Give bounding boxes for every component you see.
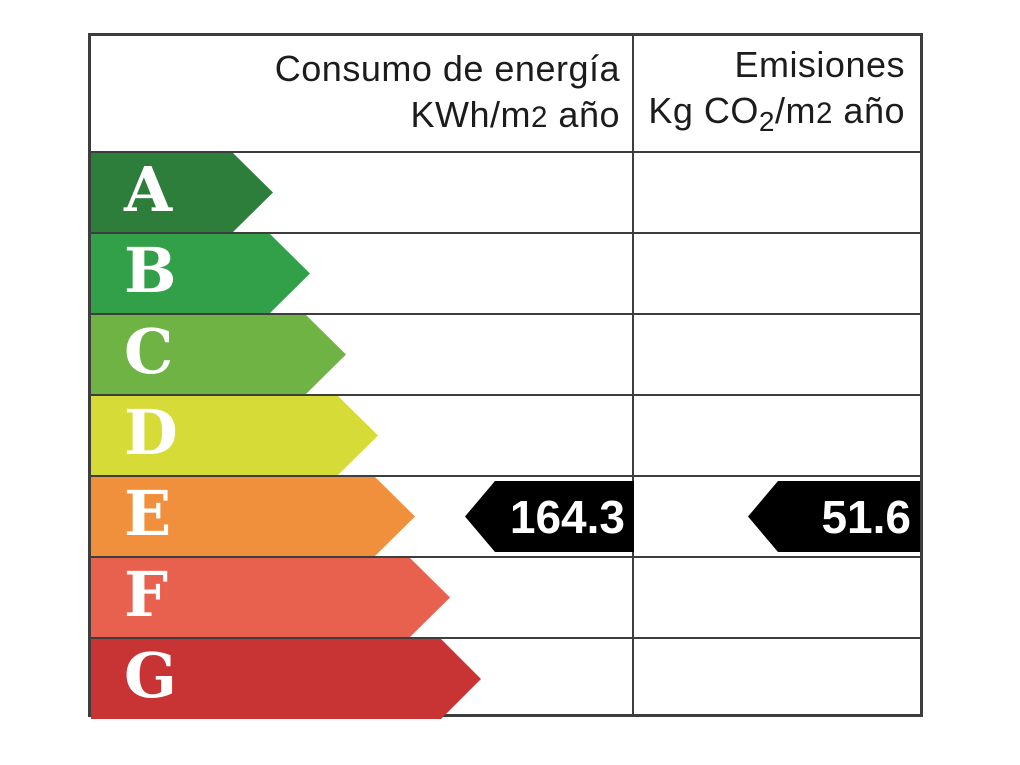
consumption-header-line1: Consumo de energía [274,48,620,89]
rating-letter-g: G [124,639,177,712]
emissions-value: 51.6 [821,490,911,543]
emissions-column-header: Emisiones Kg CO2/m2 año [634,36,920,151]
rating-row-b: B [91,234,920,315]
rating-arrow-f: F [91,558,450,637]
rating-arrow-d: D [91,396,378,475]
consumption-header-unit: KWh/m2 año [410,94,620,135]
consumption-value: 164.3 [509,490,625,543]
rating-letter-c: C [124,314,174,388]
certificate-table: Consumo de energía KWh/m2 año Emisiones … [88,33,923,717]
table-header: Consumo de energía KWh/m2 año Emisiones … [91,36,920,153]
rating-row-d: D [91,396,920,477]
rating-letter-e: E [124,476,172,550]
rating-letter-d: D [124,395,178,469]
rating-letter-a: A [124,152,173,226]
consumption-value-arrow: 164.3 [465,481,634,552]
rating-arrow-b: B [91,234,310,313]
emissions-value-arrow: 51.6 [748,481,920,552]
rating-arrow-c: C [91,315,346,394]
rating-row-c: C [91,315,920,396]
rating-row-f: F [91,558,920,639]
column-divider [632,36,634,714]
rating-letter-b: B [124,233,177,307]
rating-arrow-a: A [91,153,273,232]
rating-row-a: A [91,153,920,234]
rating-arrow-g: G [91,639,481,719]
rating-row-g: G [91,639,920,719]
rating-arrow-e: E [91,477,415,556]
rating-letter-f: F [124,557,169,631]
rating-row-e: E 164.3 51.6 [91,477,920,558]
emissions-header-line1: Emisiones [734,43,905,85]
consumption-column-header: Consumo de energía KWh/m2 año [91,36,634,151]
emissions-header-unit: Kg CO2/m2 año [648,89,905,138]
